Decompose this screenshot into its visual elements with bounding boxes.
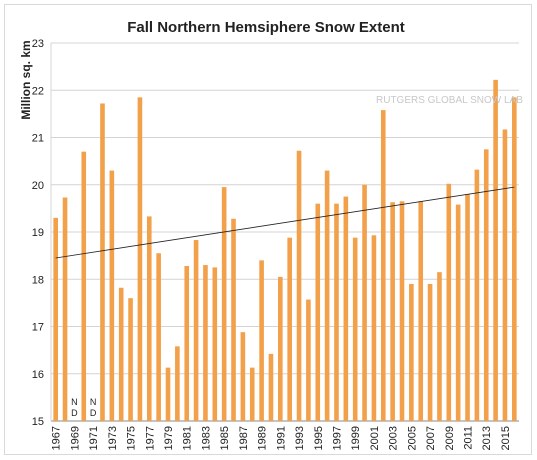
x-tick-label: 2005 <box>406 426 418 450</box>
bar-1972 <box>100 103 105 421</box>
x-tick-label: 2009 <box>444 426 456 450</box>
bar-1998 <box>343 196 349 421</box>
bar-1993 <box>296 150 302 422</box>
bar-2016 <box>512 97 517 422</box>
x-tick-label: 1979 <box>163 426 175 450</box>
x-tick-label: 1967 <box>51 426 63 450</box>
bars <box>53 79 517 422</box>
bar-1980 <box>175 346 180 421</box>
bar-2015 <box>502 129 508 421</box>
bar-2008 <box>437 272 442 421</box>
bar-1978 <box>156 253 161 421</box>
bar-1983 <box>203 265 208 421</box>
y-tick-labels: 15 16 17 18 19 20 21 22 23 <box>32 38 44 428</box>
bar-1968 <box>62 197 68 421</box>
y-tick-label: 21 <box>32 133 44 145</box>
trendline <box>55 186 515 259</box>
x-tick-label: 1987 <box>238 426 250 450</box>
bar-1970 <box>81 151 87 422</box>
bar-1988 <box>249 367 255 421</box>
bar-1982 <box>193 240 199 421</box>
x-tick-label: 1989 <box>257 426 269 450</box>
bar-2013 <box>483 149 489 421</box>
chart-title: Fall Northern Hemsiphere Snow Extent <box>127 19 405 36</box>
x-tick-label: 1999 <box>350 426 362 450</box>
y-tick-label: 22 <box>32 85 44 97</box>
y-axis-label: Million sq. km <box>19 40 33 119</box>
bar-1984 <box>212 267 218 421</box>
y-tick-label: 20 <box>32 180 44 192</box>
bar-1994 <box>306 299 311 421</box>
y-tick-label: 16 <box>32 369 44 381</box>
y-tick-label: 19 <box>32 227 44 239</box>
y-tick-label: 23 <box>32 38 44 50</box>
x-tick-label: 1975 <box>126 426 138 450</box>
y-tick-label: 18 <box>32 274 44 286</box>
bar-1997 <box>334 203 339 421</box>
bar-2009 <box>446 183 452 421</box>
bar-1974 <box>118 287 124 421</box>
x-tick-label: 2011 <box>463 426 475 450</box>
x-tick-label: 1993 <box>294 426 306 450</box>
bar-1977 <box>146 216 152 421</box>
x-tick-label: 1977 <box>144 426 156 450</box>
bar-1996 <box>324 170 330 421</box>
bar-2002 <box>380 110 386 421</box>
bar-1999 <box>352 237 358 421</box>
chart-frame <box>4 4 532 455</box>
bar-1979 <box>165 367 171 421</box>
bar-1967 <box>53 217 58 421</box>
bar-2011 <box>465 194 470 421</box>
x-tick-label: 1997 <box>331 426 343 450</box>
bar-2003 <box>390 202 395 421</box>
x-tick-label: 1971 <box>88 426 100 450</box>
bar-1989 <box>259 260 264 421</box>
x-tick-label: 1995 <box>313 426 325 450</box>
watermark: RUTGERS GLOBAL SNOW LAB <box>376 95 523 106</box>
bar-1991 <box>278 276 283 421</box>
bar-2006 <box>418 201 424 421</box>
x-tick-label: 1983 <box>200 426 212 450</box>
x-tick-label: 2007 <box>425 426 437 450</box>
trend-line <box>55 186 515 259</box>
bar-1987 <box>240 332 246 421</box>
x-tick-label: 1969 <box>69 426 81 450</box>
no-data-label: N <box>90 397 97 407</box>
bar-2004 <box>399 201 405 421</box>
bar-1990 <box>268 353 274 421</box>
x-tick-label: 2015 <box>500 426 512 450</box>
x-tick-label: 1981 <box>182 426 194 450</box>
bar-2014 <box>493 79 498 421</box>
bar-1986 <box>231 218 236 421</box>
bar-2005 <box>409 283 414 421</box>
x-tick-label: 2013 <box>481 426 493 450</box>
bar-2001 <box>371 235 377 421</box>
bar-2012 <box>474 169 480 421</box>
bar-1995 <box>315 203 321 421</box>
x-tick-label: 2001 <box>369 426 381 450</box>
y-tick-label: 17 <box>32 322 44 334</box>
y-tick-label: 15 <box>32 416 44 428</box>
x-tick-label: 1973 <box>107 426 119 450</box>
no-data-label: D <box>90 408 97 418</box>
bar-1992 <box>287 237 292 421</box>
bar-1985 <box>221 187 227 421</box>
x-tick-label: 1985 <box>219 426 231 450</box>
bar-2010 <box>455 204 461 421</box>
no-data-label: D <box>71 408 78 418</box>
x-tick-label: 2003 <box>388 426 400 450</box>
bar-1976 <box>137 97 143 422</box>
bar-1973 <box>109 170 115 421</box>
bar-2000 <box>362 184 367 421</box>
bar-1975 <box>128 298 133 421</box>
no-data-label: N <box>71 397 78 407</box>
bar-1981 <box>184 266 190 421</box>
bar-2007 <box>427 283 433 421</box>
x-tick-label: 1991 <box>275 426 287 450</box>
x-tick-labels: 1967 1969 1971 1973 1975 1977 1979 1981 1983 1985… <box>51 426 512 450</box>
